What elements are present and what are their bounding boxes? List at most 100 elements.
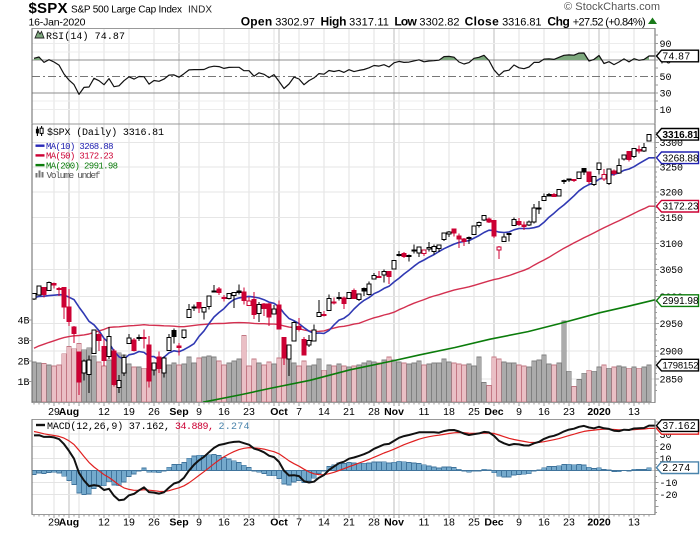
svg-text:Aug: Aug bbox=[59, 406, 79, 418]
svg-text:1B: 1B bbox=[17, 378, 29, 389]
svg-text:12: 12 bbox=[98, 406, 110, 418]
svg-text:High: High bbox=[321, 14, 347, 28]
svg-text:2020: 2020 bbox=[587, 406, 611, 418]
svg-text:10: 10 bbox=[660, 455, 672, 466]
svg-text:MA(10) 3268.88: MA(10) 3268.88 bbox=[46, 142, 114, 152]
svg-text:19: 19 bbox=[123, 406, 135, 418]
svg-text:Sep: Sep bbox=[169, 517, 188, 529]
svg-text:74.87: 74.87 bbox=[663, 52, 691, 63]
svg-text:Nov: Nov bbox=[384, 517, 404, 529]
svg-text:29: 29 bbox=[48, 406, 60, 418]
svg-text:16: 16 bbox=[218, 517, 230, 529]
svg-text:23: 23 bbox=[563, 406, 575, 418]
svg-text:16: 16 bbox=[538, 406, 550, 418]
svg-text:3317.11: 3317.11 bbox=[349, 16, 389, 28]
svg-text:20: 20 bbox=[660, 443, 672, 454]
svg-text:3172.23: 3172.23 bbox=[663, 202, 699, 213]
svg-text:2020: 2020 bbox=[587, 517, 611, 529]
svg-text:23: 23 bbox=[243, 517, 255, 529]
svg-text:+27.52 (+0.84%): +27.52 (+0.84%) bbox=[573, 16, 646, 28]
svg-text:-20: -20 bbox=[660, 491, 678, 502]
svg-text:19: 19 bbox=[123, 517, 135, 529]
svg-text:Oct: Oct bbox=[270, 517, 288, 529]
svg-text:14: 14 bbox=[318, 517, 330, 529]
svg-text:34.889,: 34.889, bbox=[175, 422, 214, 433]
svg-text:2850: 2850 bbox=[660, 376, 684, 387]
svg-text:2900: 2900 bbox=[660, 348, 684, 359]
svg-text:MA(50) 3172.23: MA(50) 3172.23 bbox=[46, 152, 114, 162]
svg-text:S&P 500 Large Cap Index: S&P 500 Large Cap Index bbox=[71, 5, 182, 16]
svg-text:14: 14 bbox=[318, 406, 330, 418]
svg-text:9: 9 bbox=[196, 517, 202, 529]
svg-text:Aug: Aug bbox=[59, 517, 79, 529]
svg-text:Oct: Oct bbox=[270, 406, 288, 418]
svg-text:Nov: Nov bbox=[384, 406, 404, 418]
svg-text:4B: 4B bbox=[17, 317, 29, 328]
svg-text:7: 7 bbox=[296, 406, 302, 418]
svg-text:Dec: Dec bbox=[484, 406, 503, 418]
svg-text:26: 26 bbox=[148, 517, 160, 529]
svg-text:3B: 3B bbox=[17, 337, 29, 348]
svg-text:$SPX (Daily) 3316.81: $SPX (Daily) 3316.81 bbox=[47, 127, 164, 139]
svg-text:13: 13 bbox=[628, 517, 640, 529]
svg-text:26: 26 bbox=[148, 406, 160, 418]
svg-text:21: 21 bbox=[343, 517, 355, 529]
svg-text:$SPX: $SPX bbox=[29, 0, 68, 17]
svg-text:2950: 2950 bbox=[660, 320, 684, 331]
svg-text:© StockCharts.com: © StockCharts.com bbox=[564, 1, 660, 13]
svg-text:9: 9 bbox=[196, 406, 202, 418]
svg-text:9: 9 bbox=[516, 517, 522, 529]
svg-text:2.274: 2.274 bbox=[219, 422, 250, 433]
svg-text:3200: 3200 bbox=[660, 189, 684, 200]
svg-text:MACD(12,26,9) 37.162,: MACD(12,26,9) 37.162, bbox=[47, 421, 170, 433]
svg-text:3100: 3100 bbox=[660, 240, 684, 251]
svg-text:2991.98: 2991.98 bbox=[663, 296, 699, 307]
svg-text:13: 13 bbox=[628, 406, 640, 418]
svg-text:3268.88: 3268.88 bbox=[663, 153, 699, 164]
svg-text:INDX: INDX bbox=[188, 5, 212, 16]
svg-text:Chg: Chg bbox=[547, 14, 569, 28]
svg-text:9: 9 bbox=[516, 406, 522, 418]
svg-text:RSI(14) 74.87: RSI(14) 74.87 bbox=[46, 31, 125, 43]
svg-text:16-Jan-2020: 16-Jan-2020 bbox=[29, 16, 86, 28]
svg-text:3302.97: 3302.97 bbox=[275, 16, 315, 28]
svg-text:3316.81: 3316.81 bbox=[663, 130, 699, 141]
svg-text:37.162: 37.162 bbox=[663, 421, 696, 432]
svg-text:3300: 3300 bbox=[660, 139, 684, 150]
svg-text:50: 50 bbox=[660, 73, 672, 84]
svg-text:18: 18 bbox=[443, 406, 455, 418]
svg-text:7: 7 bbox=[296, 517, 302, 529]
svg-text:12: 12 bbox=[98, 517, 110, 529]
svg-text:3150: 3150 bbox=[660, 214, 684, 225]
svg-text:90: 90 bbox=[660, 40, 672, 51]
svg-text:16: 16 bbox=[538, 517, 550, 529]
svg-text:25: 25 bbox=[468, 406, 480, 418]
svg-text:3302.82: 3302.82 bbox=[419, 16, 459, 28]
svg-text:25: 25 bbox=[468, 517, 480, 529]
svg-text:Dec: Dec bbox=[484, 517, 503, 529]
svg-text:2B: 2B bbox=[17, 358, 29, 369]
svg-text:28: 28 bbox=[368, 517, 380, 529]
svg-text:18: 18 bbox=[443, 517, 455, 529]
svg-text:Close: Close bbox=[465, 14, 500, 28]
svg-text:23: 23 bbox=[243, 406, 255, 418]
svg-text:30: 30 bbox=[660, 90, 672, 101]
svg-text:3250: 3250 bbox=[660, 164, 684, 175]
svg-text:29: 29 bbox=[48, 517, 60, 529]
svg-text:10: 10 bbox=[660, 106, 672, 117]
svg-text:1798152: 1798152 bbox=[663, 361, 699, 372]
svg-text:Volume undef: Volume undef bbox=[47, 170, 101, 181]
svg-text:MA(200) 2991.98: MA(200) 2991.98 bbox=[46, 161, 118, 171]
svg-text:30: 30 bbox=[660, 431, 672, 442]
svg-text:23: 23 bbox=[563, 517, 575, 529]
svg-text:2.274: 2.274 bbox=[663, 463, 691, 474]
svg-text:Low: Low bbox=[394, 14, 417, 28]
svg-text:-10: -10 bbox=[660, 479, 678, 490]
svg-text:Sep: Sep bbox=[169, 406, 188, 418]
svg-text:16: 16 bbox=[218, 406, 230, 418]
svg-text:Open: Open bbox=[241, 14, 273, 28]
svg-text:3050: 3050 bbox=[660, 266, 684, 277]
svg-text:11: 11 bbox=[419, 517, 430, 529]
svg-text:3316.81: 3316.81 bbox=[502, 16, 541, 28]
svg-text:28: 28 bbox=[368, 406, 380, 418]
